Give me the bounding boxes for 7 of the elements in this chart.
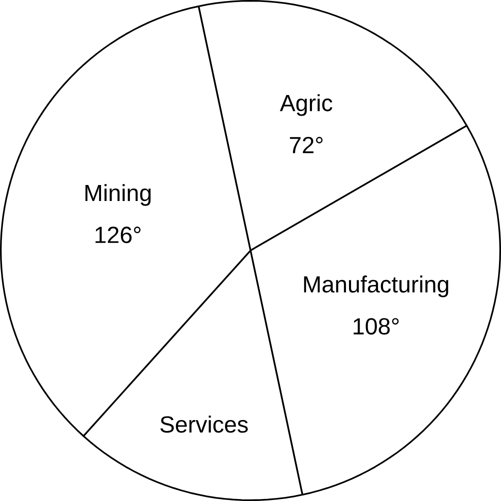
slice-label: Manufacturing	[304, 276, 448, 298]
slice-label: Services	[160, 416, 248, 433]
data-label: 126°	[96, 226, 141, 244]
data-label: 108°	[354, 318, 399, 335]
slice-label: Agric	[280, 94, 332, 116]
data-label: 72°	[290, 136, 323, 154]
slice-label: Mining	[85, 184, 151, 206]
